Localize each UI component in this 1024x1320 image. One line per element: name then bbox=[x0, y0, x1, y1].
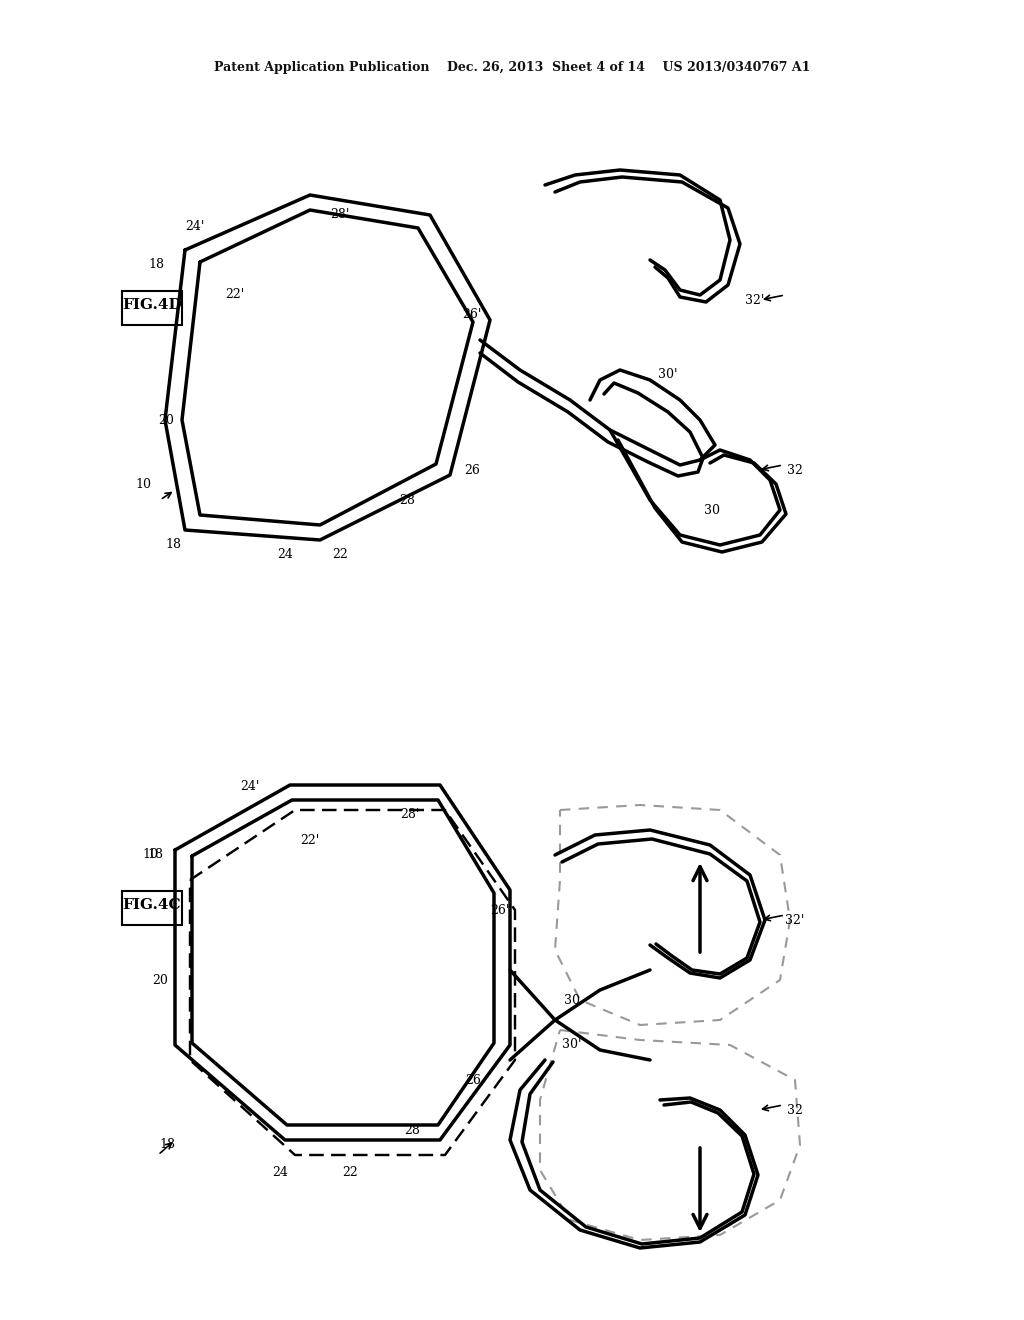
Text: 30': 30' bbox=[562, 1039, 582, 1052]
Text: 22': 22' bbox=[225, 289, 245, 301]
Text: 26: 26 bbox=[465, 1073, 481, 1086]
Text: 24': 24' bbox=[185, 220, 205, 234]
FancyBboxPatch shape bbox=[122, 290, 182, 325]
Text: 30': 30' bbox=[658, 368, 678, 381]
Text: 28: 28 bbox=[399, 494, 415, 507]
Text: 10: 10 bbox=[142, 849, 158, 862]
Text: FIG.4C: FIG.4C bbox=[123, 898, 181, 912]
Text: FIG.4D: FIG.4D bbox=[122, 298, 182, 312]
Text: 32: 32 bbox=[787, 1104, 803, 1117]
Text: 20: 20 bbox=[152, 974, 168, 986]
Text: 18: 18 bbox=[148, 259, 164, 272]
Text: Patent Application Publication    Dec. 26, 2013  Sheet 4 of 14    US 2013/034076: Patent Application Publication Dec. 26, … bbox=[214, 62, 810, 74]
Text: 18: 18 bbox=[159, 1138, 175, 1151]
Text: 20: 20 bbox=[158, 413, 174, 426]
Text: 26: 26 bbox=[464, 463, 480, 477]
Text: 26': 26' bbox=[462, 309, 481, 322]
Text: 24: 24 bbox=[272, 1167, 288, 1180]
Text: 10: 10 bbox=[135, 479, 151, 491]
Text: 32: 32 bbox=[787, 463, 803, 477]
Text: 30: 30 bbox=[564, 994, 580, 1006]
Text: 28': 28' bbox=[400, 808, 420, 821]
Text: 24': 24' bbox=[241, 780, 260, 793]
Text: 30: 30 bbox=[705, 503, 720, 516]
Text: 32': 32' bbox=[785, 913, 805, 927]
Text: 32': 32' bbox=[745, 293, 765, 306]
Text: 22: 22 bbox=[332, 549, 348, 561]
Text: 22: 22 bbox=[342, 1167, 357, 1180]
Text: 28: 28 bbox=[404, 1123, 420, 1137]
Text: 24: 24 bbox=[278, 549, 293, 561]
Text: 26': 26' bbox=[490, 903, 510, 916]
Text: 18: 18 bbox=[165, 539, 181, 552]
Text: 18: 18 bbox=[147, 849, 163, 862]
Text: 22': 22' bbox=[300, 833, 319, 846]
Text: 28': 28' bbox=[331, 209, 349, 222]
FancyBboxPatch shape bbox=[122, 891, 182, 925]
